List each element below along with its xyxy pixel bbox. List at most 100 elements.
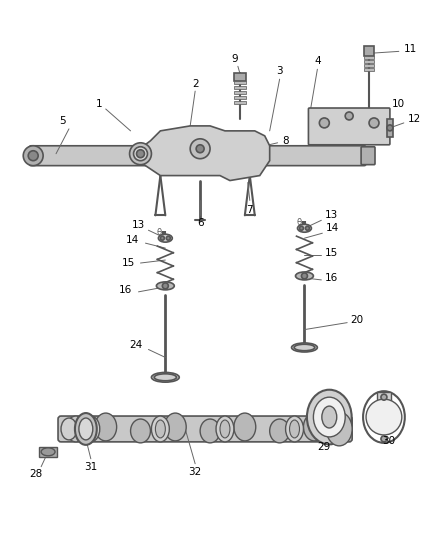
Text: 15: 15: [325, 248, 338, 258]
Text: 10: 10: [392, 99, 406, 109]
Bar: [39, 447, 57, 457]
Bar: [364, 46, 374, 56]
Circle shape: [23, 146, 43, 166]
Text: 13: 13: [132, 220, 145, 230]
Ellipse shape: [152, 373, 179, 382]
Text: 16: 16: [325, 273, 338, 283]
Ellipse shape: [314, 397, 345, 437]
Circle shape: [319, 118, 329, 128]
Text: 7: 7: [247, 205, 253, 215]
Ellipse shape: [322, 406, 337, 428]
Ellipse shape: [307, 390, 352, 445]
Text: 5: 5: [60, 116, 66, 126]
Circle shape: [305, 226, 309, 230]
Text: θ▪: θ▪: [296, 218, 307, 227]
Ellipse shape: [292, 343, 318, 352]
Text: 13: 13: [325, 211, 338, 220]
Ellipse shape: [220, 420, 230, 438]
Text: 14: 14: [126, 235, 139, 245]
Ellipse shape: [216, 416, 234, 442]
Text: 4: 4: [314, 56, 321, 66]
Ellipse shape: [154, 374, 177, 381]
Circle shape: [381, 436, 387, 442]
Bar: [364, 68, 374, 71]
Circle shape: [137, 150, 145, 158]
Ellipse shape: [61, 418, 77, 440]
Ellipse shape: [155, 420, 165, 438]
Circle shape: [300, 226, 304, 230]
Bar: [387, 119, 393, 137]
Text: 1: 1: [95, 99, 102, 109]
Ellipse shape: [156, 282, 174, 290]
Text: 14: 14: [325, 223, 339, 233]
Text: 2: 2: [192, 79, 198, 89]
Ellipse shape: [200, 419, 220, 443]
Bar: [364, 56, 374, 59]
Ellipse shape: [159, 234, 172, 242]
Ellipse shape: [234, 413, 256, 441]
Circle shape: [166, 236, 170, 240]
Ellipse shape: [82, 416, 100, 442]
Circle shape: [366, 399, 402, 435]
Text: 32: 32: [188, 467, 202, 477]
Text: 29: 29: [318, 442, 331, 452]
Ellipse shape: [75, 413, 97, 445]
Ellipse shape: [134, 147, 148, 160]
Circle shape: [369, 118, 379, 128]
Ellipse shape: [130, 143, 152, 165]
FancyBboxPatch shape: [361, 147, 375, 165]
Ellipse shape: [326, 412, 352, 446]
Text: 8: 8: [282, 136, 289, 146]
Bar: [234, 86, 246, 89]
Text: 6: 6: [197, 219, 203, 228]
Text: 24: 24: [129, 340, 142, 350]
Ellipse shape: [296, 272, 314, 280]
Bar: [364, 64, 374, 67]
Bar: [234, 81, 246, 84]
Polygon shape: [131, 126, 270, 181]
Ellipse shape: [190, 139, 210, 159]
Bar: [234, 96, 246, 99]
Ellipse shape: [79, 418, 93, 440]
Circle shape: [162, 283, 168, 289]
Text: 12: 12: [408, 114, 421, 124]
Text: 16: 16: [119, 285, 132, 295]
Ellipse shape: [66, 416, 86, 442]
Circle shape: [160, 236, 164, 240]
Circle shape: [196, 145, 204, 153]
Text: 15: 15: [122, 258, 135, 268]
Ellipse shape: [286, 416, 304, 442]
FancyBboxPatch shape: [308, 108, 390, 145]
Ellipse shape: [152, 416, 170, 442]
Bar: [234, 101, 246, 104]
Circle shape: [387, 125, 393, 131]
Text: 3: 3: [276, 66, 283, 76]
Ellipse shape: [290, 420, 300, 438]
Text: 28: 28: [29, 469, 43, 479]
Ellipse shape: [86, 420, 96, 438]
Ellipse shape: [131, 419, 150, 443]
Ellipse shape: [164, 413, 186, 441]
Ellipse shape: [297, 224, 311, 232]
Text: 31: 31: [84, 462, 97, 472]
FancyBboxPatch shape: [29, 146, 197, 166]
Bar: [364, 60, 374, 63]
Text: 30: 30: [382, 436, 396, 446]
Ellipse shape: [304, 413, 325, 441]
Bar: [377, 392, 391, 402]
Text: θ▪: θ▪: [157, 228, 168, 237]
Circle shape: [28, 151, 38, 160]
Bar: [234, 73, 246, 81]
Text: 9: 9: [232, 54, 238, 64]
Text: 20: 20: [350, 314, 364, 325]
Circle shape: [345, 112, 353, 120]
Circle shape: [381, 394, 387, 400]
FancyBboxPatch shape: [58, 416, 352, 442]
Text: 11: 11: [404, 44, 417, 54]
Circle shape: [301, 273, 307, 279]
Bar: [234, 91, 246, 94]
Ellipse shape: [41, 448, 55, 456]
Ellipse shape: [294, 344, 315, 351]
Ellipse shape: [270, 419, 290, 443]
Ellipse shape: [95, 413, 117, 441]
